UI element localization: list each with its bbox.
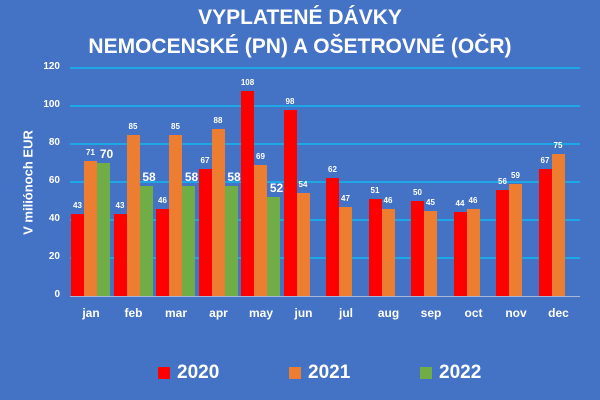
data-label: 85	[128, 121, 138, 131]
x-tick-label: jul	[339, 306, 353, 320]
data-label: 108	[240, 77, 255, 87]
x-tick-label: dec	[548, 306, 569, 320]
x-tick-label: jun	[294, 306, 313, 320]
bar-2020-jul	[326, 178, 339, 296]
bar-2021-mar	[169, 134, 182, 296]
x-tick-label: jan	[82, 306, 100, 320]
legend-swatch	[289, 367, 301, 379]
x-tick-label: nov	[505, 306, 527, 320]
chart-subtitle: NEMOCENSKÉ (PN) A OŠETROVNÉ (OČR)	[88, 35, 512, 58]
bar-2022-may	[267, 197, 280, 296]
data-label: 67	[540, 155, 550, 165]
bar-2022-jan	[97, 163, 110, 296]
data-label: 62	[328, 165, 337, 175]
x-tick-label: apr	[209, 306, 228, 320]
y-tick-label: 40	[48, 213, 60, 224]
bar-2021-nov	[509, 183, 522, 296]
legend-swatch	[420, 367, 432, 379]
gridline	[70, 105, 580, 107]
bar-2021-jun	[296, 193, 310, 296]
bar-2021-dec	[551, 153, 565, 296]
legend-item-2020: 2020	[158, 362, 219, 384]
x-tick-label: feb	[124, 306, 143, 320]
data-label: 58	[184, 169, 199, 184]
bar-2021-jan	[84, 161, 97, 296]
bar-2020-may	[241, 90, 254, 296]
bar-2021-sep	[424, 210, 437, 296]
y-tick-label: 80	[48, 137, 60, 148]
data-label: 43	[115, 201, 125, 211]
data-label: 52	[269, 181, 284, 196]
bar-2021-apr	[211, 128, 225, 296]
gridline	[70, 67, 580, 69]
data-label: 59	[511, 170, 520, 180]
y-tick-label: 0	[54, 289, 60, 300]
bar-2020-apr	[198, 168, 212, 296]
bar-2020-mar	[156, 208, 169, 296]
data-label: 46	[383, 195, 393, 205]
data-label: 44	[455, 199, 465, 209]
bar-2020-nov	[496, 189, 509, 296]
bar-2021-oct	[466, 208, 480, 296]
data-label: 98	[285, 96, 295, 106]
bar-2020-oct	[453, 212, 467, 296]
bar-2020-feb	[113, 214, 127, 296]
data-label: 58	[227, 169, 241, 184]
data-label: 46	[468, 195, 478, 205]
gridline	[70, 257, 580, 259]
bar-2022-mar	[182, 185, 195, 296]
chart-title: VYPLATENÉ DÁVKY	[198, 6, 402, 29]
bar-2021-may	[254, 164, 267, 296]
x-axis-line	[70, 296, 580, 297]
data-label: 50	[413, 188, 422, 197]
data-label: 69	[256, 151, 265, 161]
y-tick-label: 20	[48, 251, 60, 262]
bar-2020-sep	[411, 201, 424, 296]
data-label: 47	[341, 193, 350, 203]
legend-label: 2022	[439, 362, 482, 383]
bar-2021-aug	[381, 208, 395, 296]
bar-2022-apr	[224, 185, 238, 296]
gridline	[70, 143, 580, 145]
gridline	[70, 181, 580, 183]
legend-label: 2021	[308, 362, 351, 383]
x-tick-label: aug	[377, 306, 400, 320]
bar-2022-feb	[139, 185, 153, 296]
data-label: 58	[142, 169, 156, 184]
bar-2020-dec	[538, 168, 552, 296]
x-tick-label: oct	[464, 306, 483, 320]
bar-2020-aug	[368, 199, 382, 296]
data-label: 85	[171, 121, 180, 131]
data-label: 54	[298, 180, 308, 190]
data-label: 71	[86, 148, 95, 158]
data-label: 46	[158, 195, 167, 205]
data-label: 51	[370, 186, 380, 196]
bar-2021-jul	[339, 206, 352, 296]
x-tick-label: mar	[164, 306, 187, 320]
legend-swatch	[158, 367, 170, 379]
data-label: 43	[73, 201, 82, 211]
bar-2021-feb	[126, 134, 140, 296]
gridline	[70, 219, 580, 221]
data-label: 67	[200, 155, 210, 165]
data-label: 45	[426, 197, 435, 207]
plot-area: 43 71 70 43 85 58 46 85 58 67 88 58 108 69 52 98 54 62 47 5…	[70, 67, 580, 297]
legend-label: 2020	[177, 362, 220, 383]
y-tick-label: 100	[43, 99, 60, 110]
data-label: 70	[99, 147, 114, 161]
data-label: 88	[213, 115, 223, 125]
data-label: 56	[498, 176, 507, 186]
y-tick-label: 120	[43, 61, 60, 72]
data-label: 75	[553, 140, 563, 150]
bar-2020-jan	[71, 214, 84, 296]
x-tick-label: sep	[420, 306, 442, 320]
bar-2020-jun	[283, 109, 297, 296]
legend-item-2022: 2022	[420, 362, 481, 384]
y-tick-label: 60	[48, 175, 60, 186]
x-tick-label: may	[248, 306, 274, 320]
legend-item-2021: 2021	[289, 362, 350, 384]
